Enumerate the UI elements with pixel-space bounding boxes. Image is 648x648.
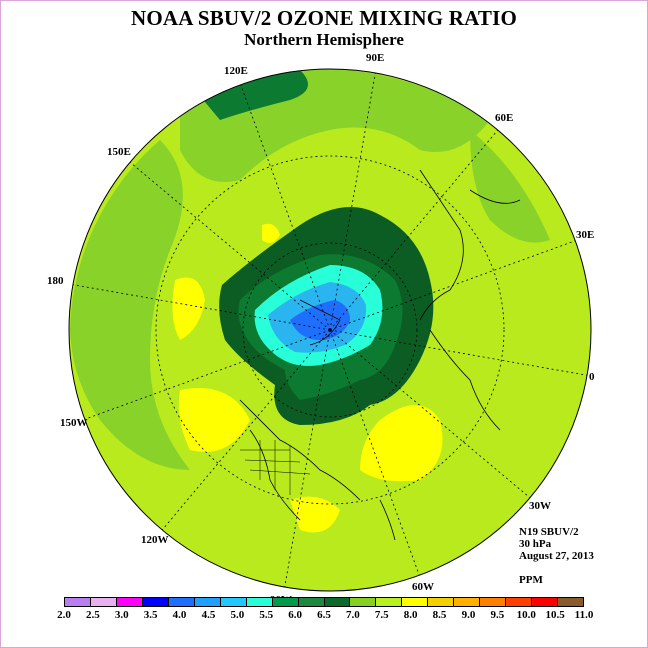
longitude-label-150w: 150W <box>60 417 88 429</box>
colorbar-tick-label: 5.5 <box>259 609 274 621</box>
longitude-label-120e: 120E <box>224 65 248 77</box>
colorbar-swatch <box>506 598 533 606</box>
colorbar-tick-label: 10.5 <box>545 609 565 621</box>
colorbar-tick-label: 11.0 <box>574 609 594 621</box>
longitude-label-30e: 30E <box>576 229 595 241</box>
colorbar-tick-label: 4.5 <box>201 609 216 621</box>
colorbar-swatch <box>532 598 559 606</box>
light-green-contour <box>470 130 550 243</box>
yellow-contour <box>178 388 250 452</box>
longitude-label-90e: 90E <box>366 52 385 64</box>
colorbar-tick-label: 9.5 <box>490 609 505 621</box>
longitude-label-30w: 30W <box>529 500 551 512</box>
colorbar-tick-label: 3.0 <box>114 609 129 621</box>
colorbar-tick-labels: 2.0 2.5 3.0 3.5 4.0 4.5 5.0 5.5 6.0 6.5 7.0 7.5 8.0 8… <box>0 609 648 623</box>
colorbar-tick-label: 10.0 <box>516 609 536 621</box>
colorbar-swatch <box>324 598 351 606</box>
colorbar-tick-label: 7.5 <box>374 609 389 621</box>
colorbar-swatch <box>558 598 584 606</box>
meridian-line <box>161 329 331 531</box>
meridian-line <box>129 161 331 331</box>
yellow-contour <box>360 405 443 482</box>
colorbar-tick-label: 4.0 <box>172 609 187 621</box>
colorbar-swatch <box>376 598 403 606</box>
colorbar-swatch <box>142 598 169 606</box>
colorbar-swatch <box>194 598 221 606</box>
colorbar-swatch <box>272 598 299 606</box>
colorbar-swatch <box>402 598 429 606</box>
colorbar <box>64 597 584 607</box>
meridian-line <box>329 329 588 376</box>
colorbar-tick-label: 6.0 <box>288 609 302 621</box>
colorbar-swatch <box>246 598 273 606</box>
colorbar-swatch <box>90 598 117 606</box>
colorbar-swatch <box>298 598 325 606</box>
colorbar-tick-label: 3.5 <box>143 609 158 621</box>
colorbar-tick-label: 2.5 <box>86 609 100 621</box>
colorbar-swatch <box>350 598 377 606</box>
light-green-contour <box>70 140 190 470</box>
blue-contour <box>290 300 350 341</box>
yellow-contour <box>262 223 280 244</box>
satellite-label: N19 SBUV/2 <box>519 526 579 538</box>
colorbar-swatch <box>480 598 507 606</box>
colorbar-tick-label: 2.0 <box>57 609 71 621</box>
latitude-circle <box>242 242 418 418</box>
colorbar-tick-label: 5.0 <box>230 609 245 621</box>
map-subtitle: Northern Hemisphere <box>244 30 404 49</box>
meridian-line <box>240 84 331 331</box>
colorbar-swatch <box>220 598 247 606</box>
meridian-line <box>329 329 420 576</box>
colorbar-tick-label: 8.0 <box>403 609 418 621</box>
colorbar-swatch <box>168 598 195 606</box>
colorbar-tick-label: 6.5 <box>317 609 331 621</box>
meridian-line <box>84 329 331 420</box>
coastline <box>239 299 396 541</box>
state-borders <box>240 440 311 495</box>
map-title: NOAA SBUV/2 OZONE MIXING RATIO <box>131 6 517 30</box>
meridian-line <box>329 72 376 331</box>
meridian-line <box>329 129 499 331</box>
meridian-line <box>329 240 576 331</box>
latitude-circle <box>155 155 505 505</box>
colorbar-tick-label: 8.5 <box>432 609 447 621</box>
longitude-label-60e: 60E <box>495 112 514 124</box>
longitude-label-180: 180 <box>47 275 64 287</box>
colorbar-tick-label: 9.0 <box>461 609 476 621</box>
pressure-level-label: 30 hPa <box>519 538 552 550</box>
colorbar-swatch <box>428 598 455 606</box>
date-label: August 27, 2013 <box>519 550 594 562</box>
colorbar-tick-label: 7.0 <box>346 609 360 621</box>
longitude-label-0: 0 <box>589 371 595 383</box>
meridian-lines <box>72 72 588 588</box>
dark-green-contour <box>200 69 308 120</box>
colorbar-swatch <box>454 598 481 606</box>
longitude-label-60w: 60W <box>412 581 434 593</box>
longitude-label-150e: 150E <box>107 146 131 158</box>
units-label: PPM <box>519 574 543 586</box>
colorbar-swatch <box>65 598 91 606</box>
meridian-line <box>72 284 331 331</box>
map-boundary <box>68 68 592 592</box>
longitude-label-120w: 120W <box>141 534 169 546</box>
yellow-contour <box>290 496 340 533</box>
meridian-line <box>329 329 531 499</box>
colorbar-swatch <box>116 598 143 606</box>
coastline <box>419 169 521 431</box>
yellow-contour <box>172 277 205 340</box>
meridian-line <box>284 329 331 588</box>
